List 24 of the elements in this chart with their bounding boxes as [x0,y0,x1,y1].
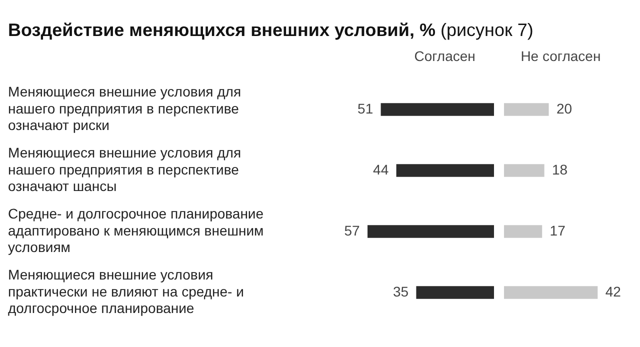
chart-subtitle: (рисунок 7) [440,20,534,40]
y-tick-label: Меняющиеся внешние условия для нашего предприятия в перспективе означают шансы [8,144,242,194]
data-label: 57 [344,222,360,238]
bar [380,103,494,116]
text: Согласен [414,48,476,64]
bar [504,225,542,238]
data-label: 20 [556,100,572,116]
y-tick-label: Меняющиеся внешние условия практически не влияют на средне- и долгосрочное планирование [8,266,244,316]
data-label: 35 [392,283,409,300]
bar [416,286,494,299]
bar [504,286,598,299]
bar [504,103,549,116]
bar [504,164,544,177]
y-tick-label: Меняющиеся внешние условия для нашего предприятия в перспективе означают риски [8,84,242,134]
data-label: 42 [605,283,622,300]
text: Воздействие меняющихся внешних условий, % [8,20,436,40]
data-label: 17 [550,222,566,238]
data-label: 44 [373,161,389,178]
text: Не согласен [520,48,601,64]
bar [396,164,494,177]
y-tick-label: Средне- и долгосрочное планирование адаптировано к меняющимся внешним условиям [8,206,264,256]
bar [368,225,494,238]
data-label: 51 [358,100,374,116]
data-label: 18 [552,161,568,178]
